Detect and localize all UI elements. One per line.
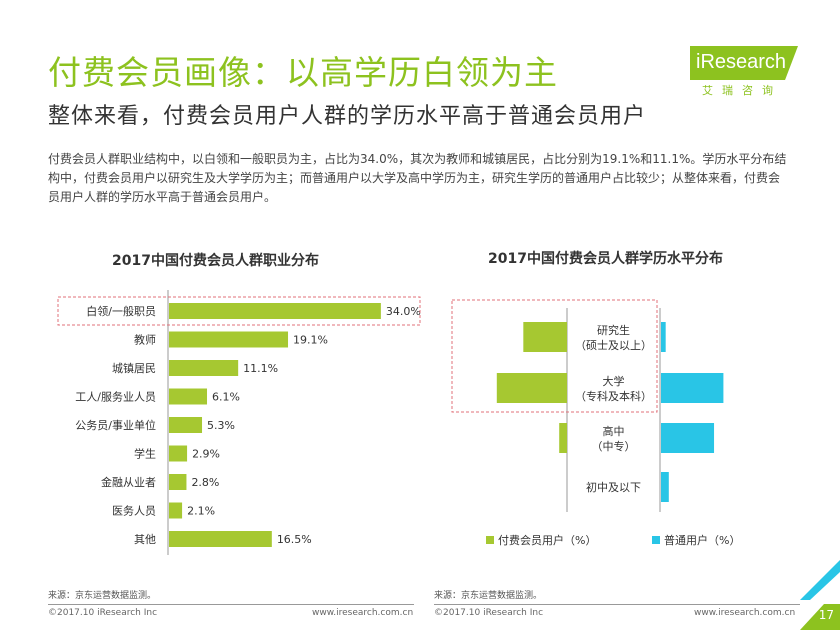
education-category-label: （专科及本科）: [575, 389, 652, 403]
occupation-category-label: 学生: [134, 447, 156, 461]
occupation-highlight-box: [57, 296, 421, 326]
occupation-category-label: 其他: [134, 533, 156, 546]
occupation-value-label: 2.9%: [192, 448, 220, 461]
occupation-value-label: 2.8%: [191, 476, 219, 489]
education-bar-normal: [661, 423, 715, 453]
right-chart-title: 2017中国付费会员人群学历水平分布: [488, 251, 723, 267]
footer-copyright-left: ©2017.10 iResearch Inc: [48, 608, 158, 618]
occupation-bar: [169, 502, 183, 519]
footer-copyright-right: ©2017.10 iResearch Inc: [434, 608, 544, 618]
education-category-label: （中专）: [592, 439, 636, 453]
page-number: 17: [800, 604, 840, 630]
page-description: 付费会员人群职业结构中，以白领和一般职员为主，占比为34.0%，其次为教师和城镇…: [48, 152, 787, 204]
occupation-value-label: 34.0%: [386, 305, 421, 318]
education-bar-normal: [661, 322, 666, 352]
occupation-category-label: 金融从业者: [101, 475, 156, 489]
occupation-value-label: 11.1%: [243, 362, 278, 375]
footer-url-right[interactable]: www.iresearch.com.cn: [694, 608, 796, 618]
education-highlight-box: [451, 299, 658, 413]
education-bar-normal: [661, 373, 724, 403]
education-bar-paid: [496, 373, 567, 403]
occupation-chart-svg: 白领/一般职员 34.0% 教师 19.1% 城镇居民 11.1% 工人/服务业人员 6.1%…: [57, 290, 421, 555]
occupation-value-label: 2.1%: [187, 505, 215, 518]
education-chart: 研究生 （硕士及以上） 大学 （专科及本科） 高中 （中专） 初中及以下付费会员用户（%） 普…: [440, 290, 820, 560]
corner-decoration: [800, 560, 840, 600]
iresearch-logo: iResearch 艾瑞咨询: [690, 46, 800, 98]
occupation-category-label: 医务人员: [112, 505, 156, 518]
legend-swatch: [652, 536, 660, 544]
education-bar-paid: [523, 322, 567, 352]
page-subtitle: 整体来看，付费会员用户人群的学历水平高于普通会员用户: [48, 104, 647, 129]
logo-mark: [690, 46, 798, 80]
left-chart-title: 2017中国付费会员人群职业分布: [112, 253, 319, 269]
page-title: 付费会员画像：以高学历白领为主: [48, 53, 558, 92]
footer-divider-left: [48, 604, 414, 605]
right-source: 来源：京东运营数据监测。: [434, 591, 543, 601]
left-source: 来源：京东运营数据监测。: [48, 591, 157, 601]
occupation-category-label: 教师: [134, 334, 156, 347]
occupation-category-label: 工人/服务业人员: [75, 391, 156, 404]
footer-divider-right: [434, 604, 800, 605]
occupation-value-label: 6.1%: [212, 391, 240, 404]
legend-swatch: [486, 536, 494, 544]
occupation-bar: [169, 445, 188, 462]
occupation-category-label: 公务员/事业单位: [75, 418, 156, 432]
logo-text: iResearch: [696, 51, 787, 73]
footer-url-left[interactable]: www.iresearch.com.cn: [312, 608, 414, 618]
education-category-label: （硕士及以上）: [575, 339, 652, 352]
occupation-bar: [169, 360, 239, 376]
occupation-value-label: 19.1%: [293, 334, 328, 347]
occupation-bar: [169, 331, 289, 348]
education-bar-paid: [559, 423, 567, 453]
logo-subtext: 艾瑞咨询: [702, 84, 782, 97]
occupation-category-label: 白领/一般职员: [86, 304, 156, 318]
occupation-bar: [169, 417, 203, 433]
occupation-chart: 白领/一般职员 34.0% 教师 19.1% 城镇居民 11.1% 工人/服务业人员 6.1%…: [40, 290, 430, 560]
occupation-bar: [169, 388, 208, 405]
education-category-label: 初中及以下: [586, 480, 641, 494]
occupation-value-label: 5.3%: [207, 419, 235, 432]
education-category-label: 高中: [603, 424, 625, 438]
occupation-category-label: 城镇居民: [112, 361, 156, 375]
legend-label: 普通用户（%）: [664, 533, 740, 547]
occupation-value-label: 16.5%: [277, 533, 312, 546]
legend-label: 付费会员用户（%）: [498, 533, 596, 547]
education-category-label: 大学: [603, 374, 625, 388]
occupation-bar: [169, 531, 272, 547]
education-category-label: 研究生: [597, 323, 630, 337]
occupation-bar: [169, 303, 381, 319]
occupation-bar: [169, 474, 187, 490]
education-bar-normal: [661, 472, 669, 502]
